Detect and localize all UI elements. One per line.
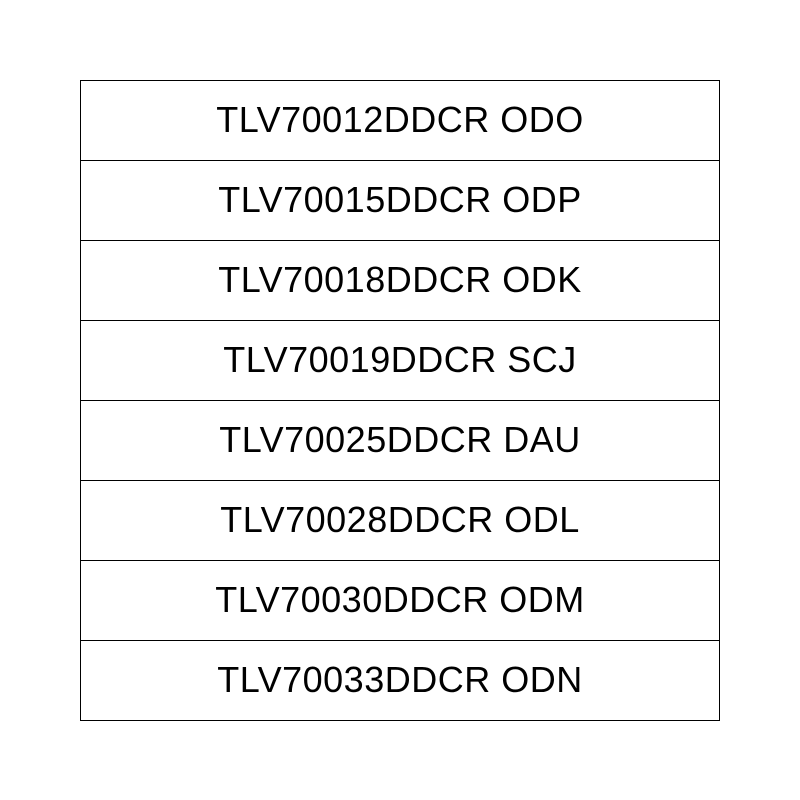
table-cell: TLV70019DDCR SCJ <box>81 320 720 400</box>
table-cell: TLV70018DDCR ODK <box>81 240 720 320</box>
parts-table: TLV70012DDCR ODO TLV70015DDCR ODP TLV700… <box>80 80 720 721</box>
table-cell: TLV70030DDCR ODM <box>81 560 720 640</box>
table-cell: TLV70033DDCR ODN <box>81 640 720 720</box>
table-cell: TLV70015DDCR ODP <box>81 160 720 240</box>
table-row: TLV70033DDCR ODN <box>81 640 720 720</box>
table-body: TLV70012DDCR ODO TLV70015DDCR ODP TLV700… <box>81 80 720 720</box>
table-cell: TLV70025DDCR DAU <box>81 400 720 480</box>
table-cell: TLV70012DDCR ODO <box>81 80 720 160</box>
table-row: TLV70025DDCR DAU <box>81 400 720 480</box>
table-cell: TLV70028DDCR ODL <box>81 480 720 560</box>
table-row: TLV70018DDCR ODK <box>81 240 720 320</box>
table-row: TLV70019DDCR SCJ <box>81 320 720 400</box>
table-row: TLV70030DDCR ODM <box>81 560 720 640</box>
table-row: TLV70015DDCR ODP <box>81 160 720 240</box>
table-row: TLV70012DDCR ODO <box>81 80 720 160</box>
table-row: TLV70028DDCR ODL <box>81 480 720 560</box>
